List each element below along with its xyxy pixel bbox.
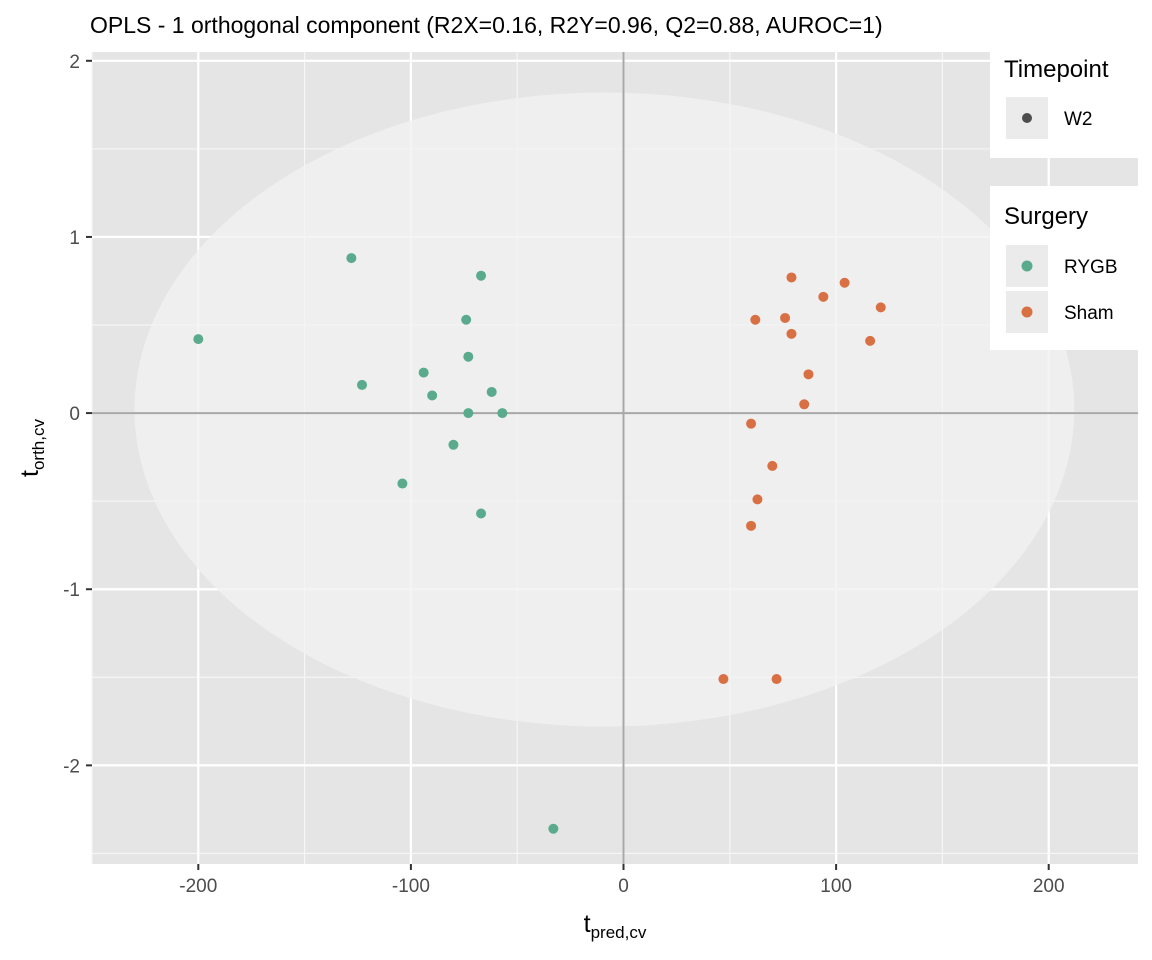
data-point-rygb	[476, 270, 487, 281]
data-point-sham	[750, 314, 761, 325]
legend-surgery-title: Surgery	[1004, 203, 1088, 230]
data-point-sham	[786, 272, 797, 283]
data-point-rygb	[548, 823, 559, 834]
data-point-rygb	[357, 379, 368, 390]
data-point-rygb	[448, 439, 459, 450]
y-tick-label: -1	[63, 580, 80, 601]
data-point-sham	[786, 328, 797, 339]
y-tick-label: 0	[69, 404, 80, 425]
legend-timepoint-title: Timepoint	[1004, 56, 1109, 83]
data-point-sham	[818, 291, 829, 302]
data-point-sham	[799, 399, 810, 410]
x-axis-title-sub: pred,cv	[591, 923, 647, 942]
legend-w2-dot-icon	[1022, 113, 1032, 123]
data-point-sham	[875, 302, 886, 313]
x-tick-label: 0	[618, 876, 629, 897]
data-point-rygb	[461, 314, 472, 325]
data-point-rygb	[486, 386, 497, 397]
plot-panel	[91, 52, 1138, 864]
x-axis-title: tpred,cv	[584, 910, 647, 942]
y-tick-label: -2	[63, 756, 80, 777]
data-point-rygb	[346, 253, 357, 264]
legend-surgery: Surgery RYGB Sham	[990, 186, 1138, 350]
x-tick-label: 200	[1033, 876, 1065, 897]
legend-rygb-dot-icon	[1021, 260, 1033, 272]
data-points	[193, 253, 886, 834]
legend-label-w2: W2	[1064, 109, 1093, 130]
legend-sham-dot-icon	[1021, 306, 1033, 318]
y-axis-title: torth,cv	[16, 419, 48, 477]
data-point-sham	[718, 674, 729, 685]
legend-label-sham: Sham	[1064, 303, 1114, 324]
data-point-sham	[780, 312, 791, 323]
data-point-rygb	[463, 351, 474, 362]
data-point-sham	[839, 277, 850, 288]
x-tick-label: -100	[392, 876, 430, 897]
data-point-rygb	[193, 334, 204, 345]
data-point-rygb	[397, 478, 408, 489]
data-point-sham	[803, 369, 814, 380]
data-point-rygb	[427, 390, 438, 401]
y-axis-title-main: t	[16, 470, 44, 477]
chart-title: OPLS - 1 orthogonal component (R2X=0.16,…	[90, 12, 883, 38]
data-point-sham	[752, 494, 763, 505]
data-point-sham	[746, 520, 757, 531]
data-point-rygb	[418, 367, 429, 378]
data-point-rygb	[476, 508, 487, 519]
confidence-ellipse	[134, 92, 1075, 727]
data-point-rygb	[497, 408, 508, 419]
data-point-sham	[771, 674, 782, 685]
legend-timepoint: Timepoint W2	[990, 50, 1138, 158]
x-axis: -200 -100 0 100 200	[179, 864, 1065, 897]
data-point-sham	[865, 335, 876, 346]
data-point-rygb	[463, 408, 474, 419]
x-tick-label: 100	[820, 876, 852, 897]
y-axis: -2 -1 0 1 2	[63, 52, 92, 777]
y-tick-label: 2	[69, 52, 80, 73]
data-point-sham	[746, 418, 757, 429]
x-axis-title-main: t	[584, 910, 591, 938]
x-tick-label: -200	[179, 876, 217, 897]
y-tick-label: 1	[69, 228, 80, 249]
data-point-sham	[767, 460, 778, 471]
legend-label-rygb: RYGB	[1064, 257, 1118, 278]
y-axis-title-sub: orth,cv	[29, 419, 48, 471]
